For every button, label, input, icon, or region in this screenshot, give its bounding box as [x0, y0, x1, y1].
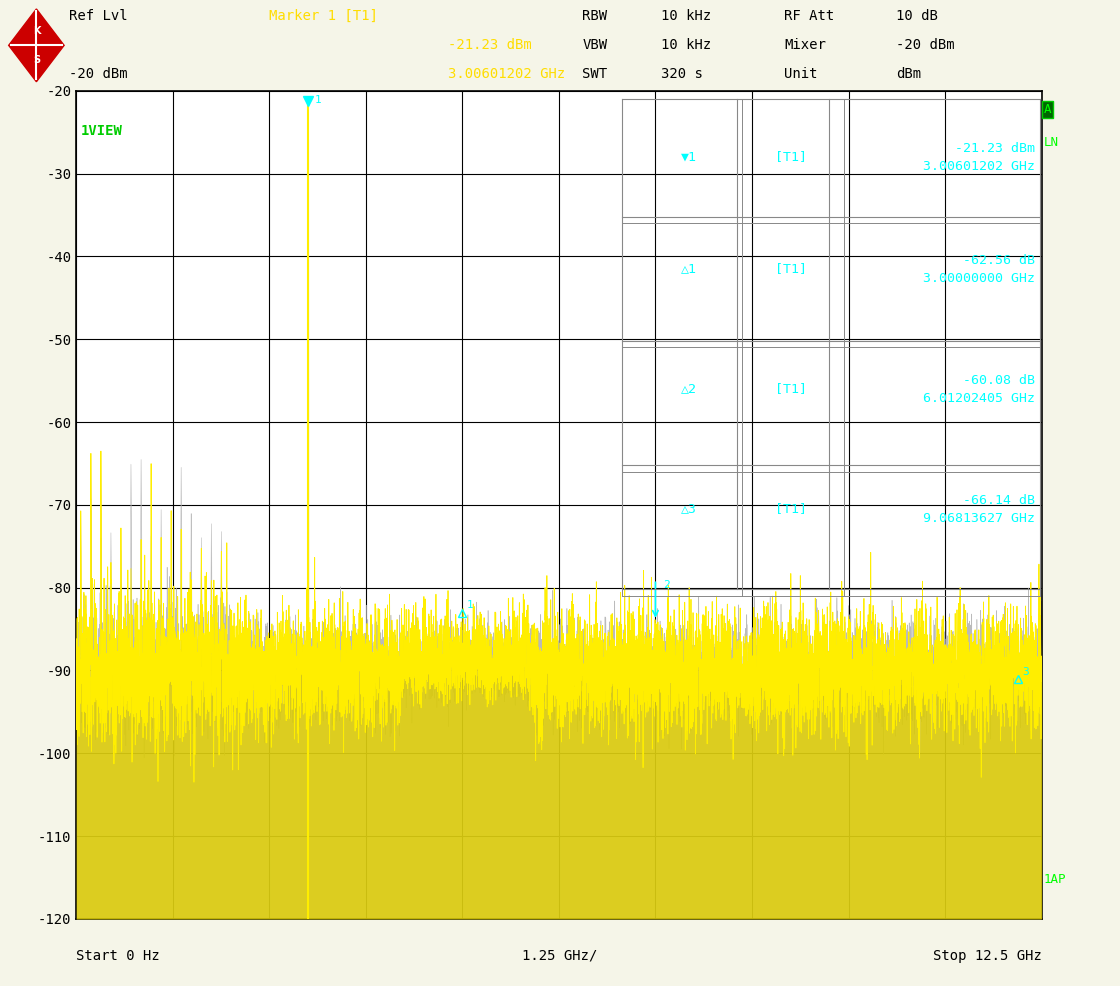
- Text: SWT: SWT: [582, 67, 607, 82]
- Text: 3.00601202 GHz: 3.00601202 GHz: [923, 161, 1035, 174]
- Text: Start 0 Hz: Start 0 Hz: [76, 949, 160, 962]
- Text: 1AP: 1AP: [1044, 873, 1066, 885]
- Text: 9.06813627 GHz: 9.06813627 GHz: [923, 513, 1035, 526]
- Text: S: S: [32, 55, 40, 65]
- Text: 10 kHz: 10 kHz: [661, 9, 711, 24]
- Text: 1.25 GHz/: 1.25 GHz/: [522, 949, 598, 962]
- Text: Stop 12.5 GHz: Stop 12.5 GHz: [933, 949, 1042, 962]
- Text: -60.08 dB: -60.08 dB: [963, 374, 1035, 387]
- Text: △3: △3: [681, 503, 698, 516]
- Text: VBW: VBW: [582, 38, 607, 52]
- Text: [T1]: [T1]: [775, 151, 806, 164]
- Text: [T1]: [T1]: [775, 503, 806, 516]
- Text: 3.00000000 GHz: 3.00000000 GHz: [923, 272, 1035, 285]
- Text: LN: LN: [1044, 136, 1058, 149]
- Text: -66.14 dB: -66.14 dB: [963, 494, 1035, 507]
- Text: dBm: dBm: [896, 67, 921, 82]
- Text: △2: △2: [681, 383, 698, 395]
- Text: -21.23 dBm: -21.23 dBm: [955, 142, 1035, 155]
- Polygon shape: [9, 9, 64, 82]
- Text: 2: 2: [663, 580, 670, 590]
- Text: [T1]: [T1]: [775, 262, 806, 275]
- Text: -62.56 dB: -62.56 dB: [963, 254, 1035, 267]
- Text: A: A: [1044, 104, 1051, 116]
- Text: -20 dBm: -20 dBm: [896, 38, 954, 52]
- Text: 10 kHz: 10 kHz: [661, 38, 711, 52]
- Text: △1: △1: [681, 262, 698, 275]
- Text: 3: 3: [1023, 667, 1029, 676]
- Text: 320 s: 320 s: [661, 67, 702, 82]
- Text: 1VIEW: 1VIEW: [81, 124, 123, 138]
- Text: [T1]: [T1]: [775, 383, 806, 395]
- Text: Unit: Unit: [784, 67, 818, 82]
- Text: 10 dB: 10 dB: [896, 9, 937, 24]
- Text: -20 dBm: -20 dBm: [69, 67, 128, 82]
- Text: 1: 1: [315, 95, 321, 106]
- Text: 1: 1: [467, 600, 474, 610]
- Text: Ref Lvl: Ref Lvl: [69, 9, 128, 24]
- Text: 6.01202405 GHz: 6.01202405 GHz: [923, 392, 1035, 405]
- Text: -21.23 dBm: -21.23 dBm: [448, 38, 532, 52]
- Text: 3.00601202 GHz: 3.00601202 GHz: [448, 67, 566, 82]
- Text: Mixer: Mixer: [784, 38, 825, 52]
- Text: Marker 1 [T1]: Marker 1 [T1]: [269, 9, 377, 24]
- Text: RF Att: RF Att: [784, 9, 834, 24]
- Text: ▼1: ▼1: [681, 151, 698, 164]
- Text: K: K: [32, 26, 40, 35]
- Text: RBW: RBW: [582, 9, 607, 24]
